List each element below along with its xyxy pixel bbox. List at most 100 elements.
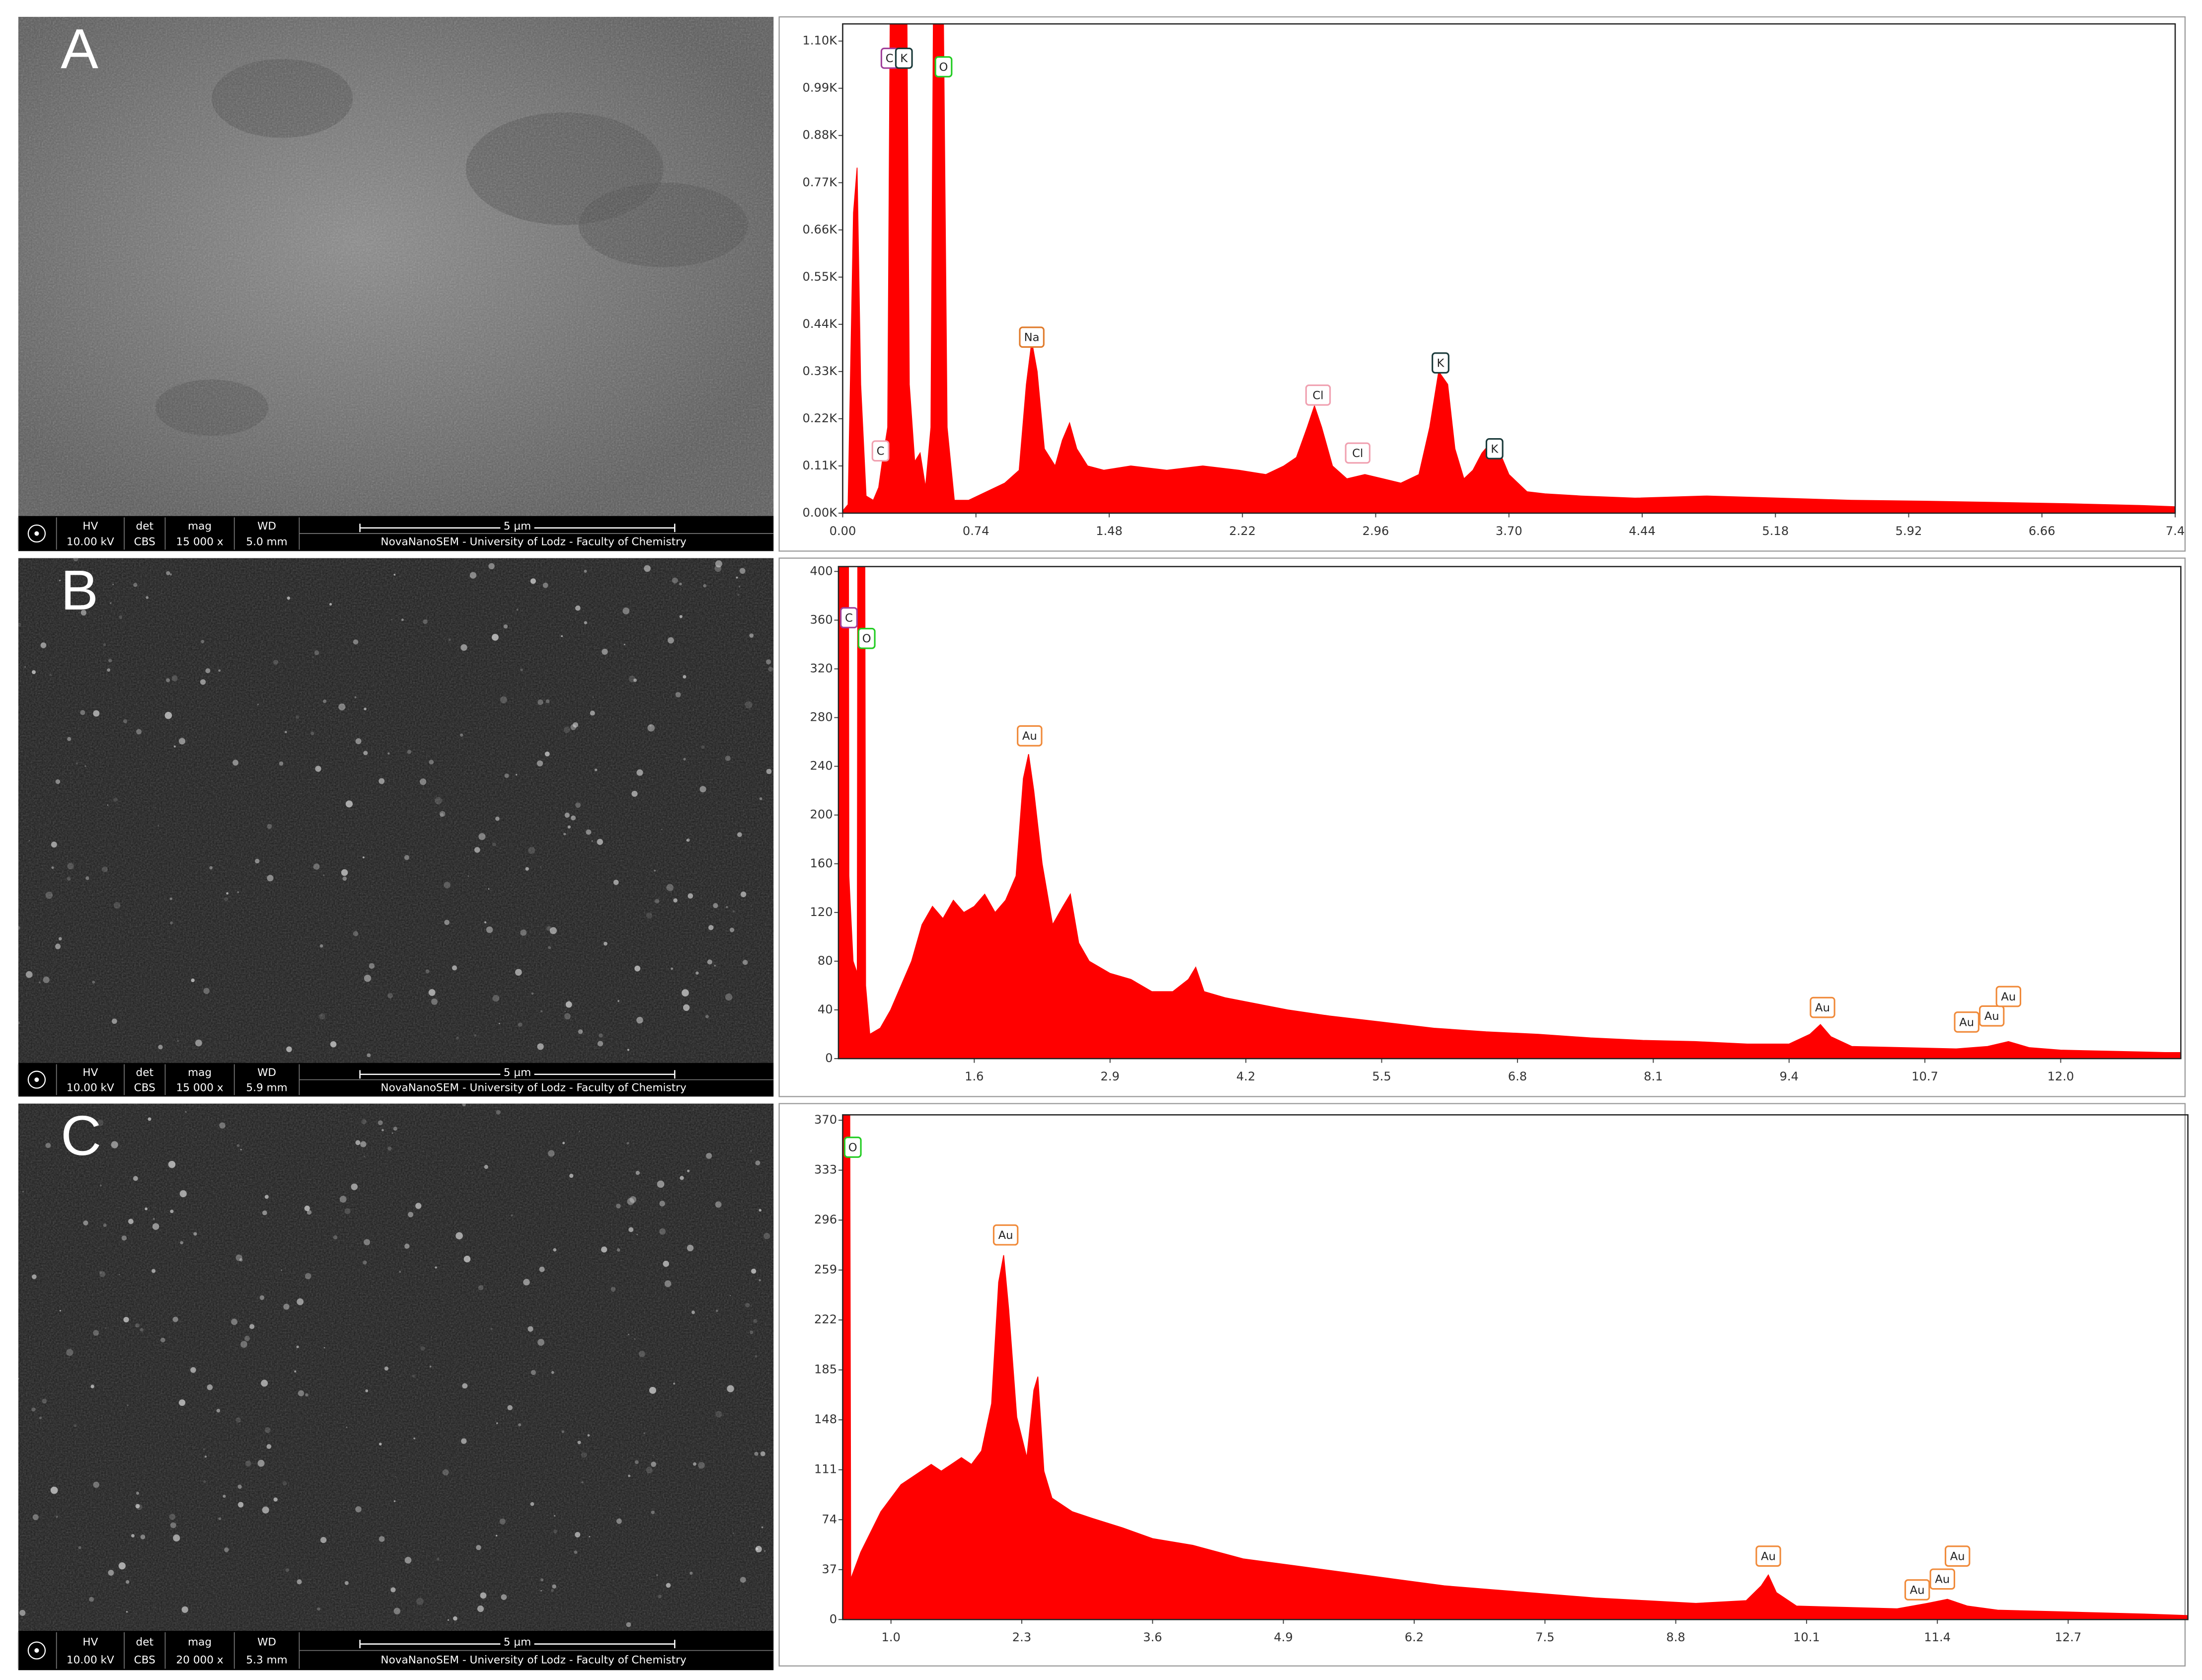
peak-label-box <box>895 47 913 69</box>
peak-label: Au <box>998 1229 1013 1242</box>
peak-label-box <box>1017 725 1043 747</box>
detector-icon-core <box>34 1077 39 1082</box>
y-tick-label: 0.99K <box>803 81 838 95</box>
spectrum-area <box>838 566 2181 1059</box>
y-tick-label: 0.00K <box>803 506 838 520</box>
x-tick-label: 7.5 <box>1535 1630 1554 1644</box>
x-tick-label: 8.8 <box>1666 1630 1685 1644</box>
x-tick-label: 2.96 <box>1363 524 1389 538</box>
x-tick-label: 5.18 <box>1762 524 1789 538</box>
x-tick-label: 1.48 <box>1096 524 1123 538</box>
panel-letter: B <box>61 559 98 622</box>
peak-label-box <box>1345 442 1370 464</box>
y-tick-label: 333 <box>814 1163 837 1177</box>
x-tick-label: 10.1 <box>1793 1630 1820 1644</box>
x-tick-label: 1.0 <box>881 1630 900 1644</box>
peak-label-box <box>1954 1011 1979 1033</box>
x-tick-label: 9.4 <box>1780 1069 1799 1083</box>
scale-label: 5 µm <box>504 520 531 533</box>
x-tick-label: 4.2 <box>1236 1069 1255 1083</box>
info-label: HV <box>82 1067 98 1079</box>
x-tick-label: 6.66 <box>2029 524 2055 538</box>
sem-credit: NovaNanoSEM - University of Lodz - Facul… <box>380 536 686 548</box>
spectrum-area <box>842 24 2176 513</box>
y-tick-label: 370 <box>814 1113 837 1127</box>
info-label: det <box>136 1067 153 1079</box>
peak-label: O <box>939 61 948 74</box>
y-tick-label: 0.88K <box>803 128 838 142</box>
peak-label-box <box>1904 1579 1930 1601</box>
peak-label: C <box>886 52 894 65</box>
sem-noise <box>18 16 774 516</box>
info-value: 5.0 mm <box>246 536 287 548</box>
peak-label-box <box>1929 1568 1956 1590</box>
x-tick-label: 11.4 <box>1924 1630 1951 1644</box>
peak-label-box <box>1810 996 1835 1018</box>
peak-label: Cl <box>1352 447 1363 460</box>
peak-label-box <box>1305 384 1331 406</box>
y-tick-label: 360 <box>810 612 833 626</box>
peak-label-box <box>1019 326 1045 348</box>
scale-label: 5 µm <box>504 1067 531 1079</box>
x-tick-label: 2.22 <box>1229 524 1256 538</box>
x-tick-label: 8.1 <box>1644 1069 1663 1083</box>
peak-label: O <box>848 1141 857 1154</box>
peak-label-box <box>992 1224 1019 1246</box>
info-label: mag <box>188 1636 212 1649</box>
peak-label: Au <box>2001 991 2016 1003</box>
peak-label: O <box>862 632 871 645</box>
info-label: mag <box>188 1067 212 1079</box>
peak-label-box <box>871 440 890 462</box>
info-label: WD <box>257 1636 276 1649</box>
y-tick-label: 296 <box>814 1213 837 1226</box>
peak-label-box <box>1755 1545 1781 1567</box>
x-tick-label: 5.92 <box>1896 524 1922 538</box>
plot-border <box>842 23 2176 514</box>
info-label: HV <box>82 1636 98 1649</box>
detector-icon <box>27 1070 46 1089</box>
x-tick-label: 5.5 <box>1372 1069 1391 1083</box>
y-tick-label: 40 <box>818 1002 833 1016</box>
spectrum-area <box>842 1115 2188 1620</box>
info-label: HV <box>82 520 98 533</box>
scale-label: 5 µm <box>504 1636 531 1649</box>
y-tick-label: 0.44K <box>803 317 838 331</box>
info-label: mag <box>188 520 212 533</box>
peak-label: Au <box>1984 1010 1999 1023</box>
info-value: 5.3 mm <box>246 1654 287 1666</box>
peak-label: C <box>845 611 853 624</box>
y-tick-label: 0 <box>825 1051 833 1065</box>
peak-label-box <box>1979 1005 2005 1027</box>
x-tick-label: 1.6 <box>965 1069 984 1083</box>
y-tick-label: 222 <box>814 1312 837 1326</box>
info-value: 10.00 kV <box>67 536 114 548</box>
x-tick-label: 2.3 <box>1012 1630 1031 1644</box>
scale-label-bg <box>500 521 534 533</box>
x-tick-label: 0.74 <box>963 524 989 538</box>
x-tick-label: 6.2 <box>1405 1630 1424 1644</box>
scale-label-bg <box>500 1067 534 1079</box>
sem-credit: NovaNanoSEM - University of Lodz - Facul… <box>380 1082 686 1094</box>
y-tick-label: 111 <box>814 1462 837 1476</box>
y-tick-label: 0.66K <box>803 223 838 236</box>
info-label: WD <box>257 1067 276 1079</box>
info-value: 15 000 x <box>176 1082 223 1094</box>
x-tick-label: 3.6 <box>1143 1630 1162 1644</box>
y-tick-label: 200 <box>810 808 833 822</box>
y-tick-label: 148 <box>814 1412 837 1426</box>
x-tick-label: 12.7 <box>2055 1630 2082 1644</box>
info-label: WD <box>257 520 276 533</box>
info-value: 10.00 kV <box>67 1082 114 1094</box>
info-value: 5.9 mm <box>246 1082 287 1094</box>
detector-icon <box>27 1641 46 1660</box>
y-tick-label: 0.55K <box>803 270 838 284</box>
peak-label: Au <box>1959 1016 1974 1029</box>
detector-icon-core <box>34 531 39 536</box>
sem-noise <box>18 1103 774 1631</box>
peak-label: K <box>1437 357 1445 370</box>
x-tick-label: 3.70 <box>1496 524 1522 538</box>
y-tick-label: 160 <box>810 856 833 870</box>
y-tick-label: 185 <box>814 1363 837 1376</box>
y-tick-label: 259 <box>814 1263 837 1277</box>
